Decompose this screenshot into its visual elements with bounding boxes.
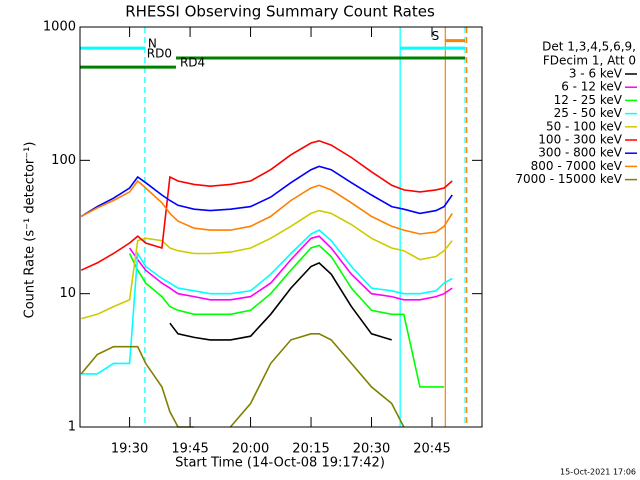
annotation-label: RD4	[180, 56, 205, 70]
legend-label: 12 - 25 keV	[554, 93, 623, 107]
series-line	[81, 229, 453, 375]
series-line	[80, 209, 453, 320]
y-axis-label: Count Rate (s⁻¹ detector⁻¹)	[23, 142, 38, 319]
footer: 15-Oct-2021 17:06	[560, 468, 636, 477]
plot-frame	[79, 26, 483, 428]
legend-label: 50 - 100 keV	[546, 119, 623, 133]
legend-label: 100 - 300 keV	[538, 133, 622, 147]
x-tick-label: 20:00	[232, 442, 269, 457]
series-line	[80, 333, 405, 428]
y-tick-label: 100	[51, 153, 76, 168]
series-line	[128, 244, 445, 388]
x-tick-label: 19:30	[111, 442, 148, 457]
y-tick-label: 1000	[43, 20, 76, 35]
x-tick-label: 20:45	[413, 442, 450, 457]
series-line	[169, 261, 392, 341]
x-tick-label: 20:15	[292, 442, 329, 457]
legend-label: 3 - 6 keV	[569, 67, 623, 81]
x-tick-label: 20:30	[353, 442, 390, 457]
legend-label: 6 - 12 keV	[561, 80, 623, 94]
x-axis-label: Start Time (14-Oct-08 19:17:42)	[175, 456, 385, 471]
series-line	[80, 179, 453, 235]
annotation-label: N	[148, 37, 157, 51]
x-tick-label: 19:45	[171, 442, 208, 457]
legend-title: FDecim 1, Att 0	[543, 54, 636, 68]
annotation-label: S	[432, 29, 440, 43]
legend-label: 25 - 50 keV	[554, 106, 623, 120]
series-line	[80, 165, 453, 218]
plot-area: N S RD0 RD4	[80, 27, 468, 428]
chart-title: RHESSI Observing Summary Count Rates	[125, 3, 435, 21]
series-line	[128, 235, 453, 301]
legend-title: Det 1,3,4,5,6,9,	[542, 40, 636, 54]
series-line	[80, 139, 453, 271]
legend-label: 7000 - 15000 keV	[515, 172, 622, 186]
legend-label: 300 - 800 keV	[538, 146, 622, 160]
legend-label: 800 - 7000 keV	[531, 159, 623, 173]
y-tick-label: 1	[68, 420, 76, 435]
y-tick-label: 10	[59, 286, 76, 301]
annotation-label: RD0	[147, 47, 172, 61]
